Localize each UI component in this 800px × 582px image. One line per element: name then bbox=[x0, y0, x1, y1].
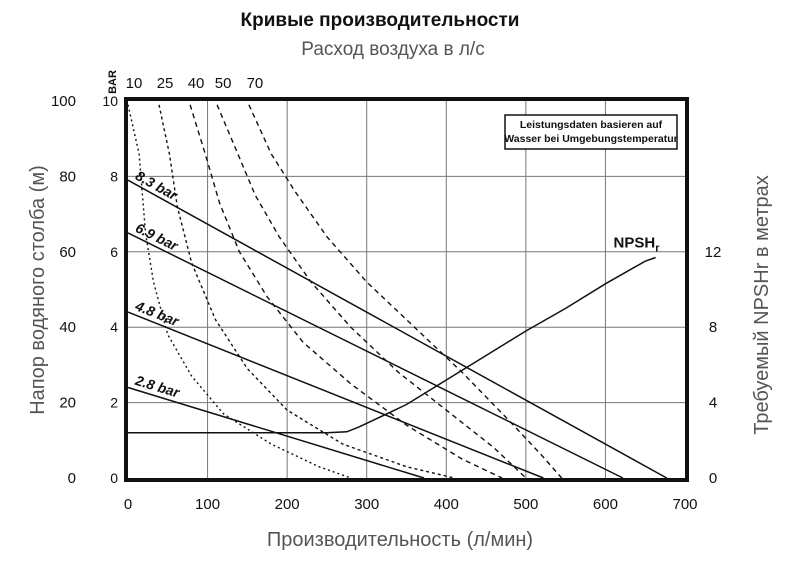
y-tick-label-m: 80 bbox=[59, 168, 76, 185]
y-tick-labels-meters: 0 20 40 60 80 100 bbox=[51, 93, 76, 487]
y-tick-label-bar: 6 bbox=[110, 244, 118, 260]
x-tick-label: 700 bbox=[672, 496, 697, 513]
air-flow-label-50: 50 bbox=[215, 75, 232, 92]
y-tick-label-bar: 0 bbox=[110, 470, 118, 486]
grid bbox=[128, 101, 685, 478]
air-flow-curve-50 bbox=[216, 104, 527, 479]
info-note-line-2: Wasser bei Umgebungstemperatur bbox=[504, 133, 678, 145]
y-tick-label-npsh: 0 bbox=[709, 470, 717, 487]
y-tick-label-m: 0 bbox=[68, 470, 76, 487]
y-tick-labels-npsh: 0 4 8 12 bbox=[705, 244, 722, 487]
x-tick-label: 100 bbox=[195, 496, 220, 513]
y-tick-labels-bar: 0 2 4 6 8 10 bbox=[102, 93, 118, 486]
y-tick-label-bar: 8 bbox=[110, 168, 118, 184]
air-flow-curve-40 bbox=[189, 104, 503, 479]
y-tick-label-bar: 4 bbox=[110, 319, 118, 335]
y-tick-label-m: 60 bbox=[59, 244, 76, 261]
air-flow-labels: 10 25 40 50 70 bbox=[126, 75, 264, 92]
x-tick-label: 0 bbox=[124, 496, 132, 513]
air-flow-curve-25 bbox=[158, 104, 455, 479]
air-flow-curve-70 bbox=[248, 104, 563, 479]
y-axis-label-right: Требуемый NPSHr в метрах bbox=[751, 175, 773, 434]
x-axis-label: Производительность (л/мин) bbox=[267, 529, 533, 551]
x-tick-label: 300 bbox=[354, 496, 379, 513]
pressure-line-4-8-bar bbox=[127, 311, 544, 479]
y-tick-label-m: 20 bbox=[59, 395, 76, 412]
air-flow-label-70: 70 bbox=[247, 75, 264, 92]
pressure-line-6-9-bar bbox=[127, 232, 624, 479]
info-note-line-1: Leistungsdaten basieren auf bbox=[520, 119, 663, 131]
pressure-label: 6.9 bar bbox=[133, 219, 182, 254]
chart-subtitle: Расход воздуха в л/с bbox=[301, 39, 484, 60]
x-tick-label: 400 bbox=[434, 496, 459, 513]
npsh-label-subscript: r bbox=[655, 242, 660, 254]
pressure-label: 4.8 bar bbox=[132, 297, 182, 330]
bar-unit-label: BAR bbox=[107, 70, 119, 94]
x-tick-label: 600 bbox=[593, 496, 618, 513]
y-tick-label-m: 100 bbox=[51, 93, 76, 110]
npsh-curve-group: NPSHr bbox=[128, 234, 661, 434]
y-tick-label-bar: 2 bbox=[110, 395, 118, 411]
y-tick-label-bar: 10 bbox=[102, 93, 118, 109]
x-tick-label: 500 bbox=[513, 496, 538, 513]
y-tick-label-npsh: 4 bbox=[709, 395, 717, 412]
air-flow-curves bbox=[127, 104, 563, 479]
chart-title: Кривые производительности bbox=[241, 10, 520, 31]
air-flow-label-10: 10 bbox=[126, 75, 143, 92]
pressure-label: 8.3 bar bbox=[133, 167, 182, 204]
air-flow-label-40: 40 bbox=[188, 75, 205, 92]
npsh-curve bbox=[128, 256, 656, 434]
info-note-box bbox=[504, 114, 678, 150]
x-tick-labels: 0 100 200 300 400 500 600 700 bbox=[124, 496, 698, 513]
air-flow-label-25: 25 bbox=[157, 75, 174, 92]
info-note: Leistungsdaten basieren auf Wasser bei U… bbox=[504, 114, 678, 150]
y-tick-label-m: 40 bbox=[59, 319, 76, 336]
pressure-line-8-3-bar bbox=[127, 179, 668, 479]
plot-frame bbox=[124, 97, 689, 482]
y-tick-label-npsh: 8 bbox=[709, 319, 717, 336]
y-tick-label-npsh: 12 bbox=[705, 244, 722, 261]
x-tick-label: 200 bbox=[275, 496, 300, 513]
y-axis-label-left: Напор водяного столба (м) bbox=[27, 165, 49, 415]
npsh-label: NPSHr bbox=[614, 234, 661, 254]
